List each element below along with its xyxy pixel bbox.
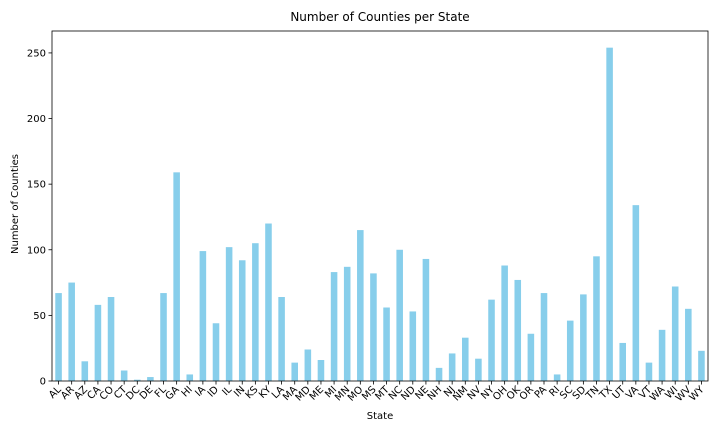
bar-id bbox=[212, 323, 220, 381]
bars bbox=[55, 47, 705, 382]
bar-ca bbox=[94, 304, 102, 381]
bar-ny bbox=[488, 299, 495, 381]
bar-wa bbox=[658, 329, 666, 381]
bar-mo bbox=[357, 230, 364, 381]
x-axis-label: State bbox=[367, 411, 393, 422]
y-axis-label: Number of Counties bbox=[10, 154, 21, 254]
bar-mi bbox=[330, 272, 338, 381]
bar-nm bbox=[462, 337, 469, 381]
bar-wy bbox=[698, 350, 705, 381]
plot-frame bbox=[51, 30, 709, 382]
bar-hi bbox=[186, 374, 194, 381]
bar-la bbox=[278, 297, 285, 381]
y-tick-label: 150 bbox=[27, 180, 46, 191]
bar-me bbox=[317, 360, 325, 381]
bar-ky bbox=[265, 223, 272, 381]
x-tick-label-ga: GA bbox=[164, 384, 182, 402]
bar-nh bbox=[435, 367, 443, 381]
bar-ct bbox=[120, 370, 128, 381]
bar-tn bbox=[593, 256, 600, 381]
bar-sc bbox=[566, 320, 574, 381]
x-tick-label-wy: WY bbox=[687, 384, 707, 404]
bar-va bbox=[632, 205, 640, 381]
bar-ms bbox=[370, 273, 377, 381]
bar-fl bbox=[160, 293, 167, 381]
y-axis-ticks: 0 50 100 150 200 250 bbox=[27, 48, 52, 388]
x-tick-label-pa: PA bbox=[533, 384, 550, 401]
bar-ia bbox=[199, 251, 207, 381]
bar-nd bbox=[409, 311, 417, 381]
bar-ga bbox=[173, 172, 180, 381]
bar-dc bbox=[134, 379, 141, 381]
bar-vt bbox=[645, 362, 653, 381]
bar-sd bbox=[580, 294, 587, 381]
x-tick-label-id: ID bbox=[206, 384, 222, 400]
bar-ut bbox=[619, 342, 626, 381]
x-tick-label-nh: NH bbox=[426, 384, 444, 402]
bar-il bbox=[225, 247, 233, 381]
chart-title: Number of Counties per State bbox=[290, 10, 469, 24]
bar-wv bbox=[685, 308, 692, 381]
y-tick-label: 200 bbox=[27, 114, 46, 125]
bar-ok bbox=[514, 279, 522, 381]
bar-co bbox=[107, 297, 115, 381]
bar-nj bbox=[448, 353, 456, 381]
bar-pa bbox=[540, 293, 548, 381]
y-tick-label: 50 bbox=[33, 311, 46, 322]
bar-wi bbox=[671, 286, 679, 381]
bar-az bbox=[81, 361, 89, 381]
bar-nv bbox=[475, 358, 482, 381]
bar-oh bbox=[501, 265, 508, 381]
bar-de bbox=[147, 377, 154, 381]
y-tick-label: 250 bbox=[27, 48, 46, 59]
bar-ar bbox=[68, 282, 75, 381]
bar-in bbox=[238, 260, 246, 381]
y-tick-label: 100 bbox=[27, 245, 46, 256]
y-tick-label: 0 bbox=[40, 377, 46, 388]
bar-or bbox=[527, 333, 535, 381]
bar-ks bbox=[252, 243, 259, 381]
bar-ri bbox=[553, 374, 561, 381]
bar-ne bbox=[422, 258, 430, 381]
bar-nc bbox=[396, 249, 403, 381]
bar-tx bbox=[606, 47, 613, 382]
bar-mt bbox=[383, 307, 390, 381]
bar-mn bbox=[343, 266, 351, 381]
bar-ma bbox=[291, 362, 298, 381]
bar-al bbox=[55, 293, 62, 381]
bar-md bbox=[304, 349, 312, 381]
